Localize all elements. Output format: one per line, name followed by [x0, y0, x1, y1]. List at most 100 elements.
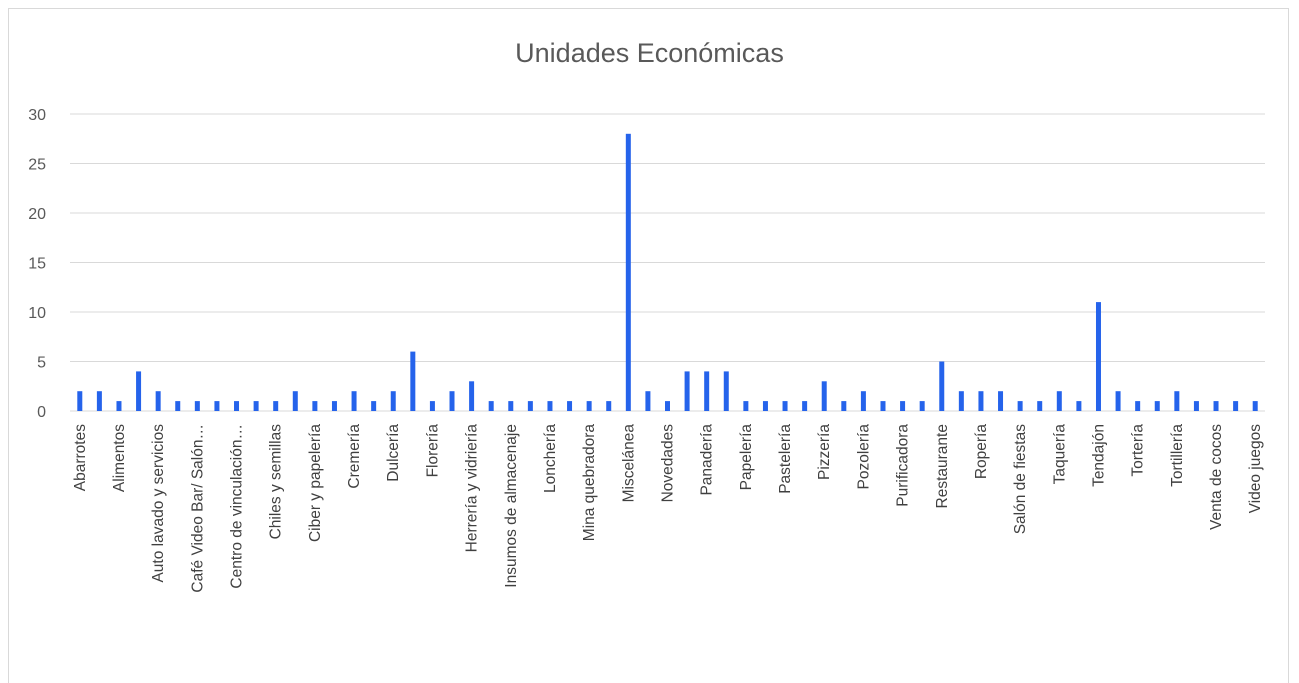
x-tick-label: Purificadora — [895, 424, 912, 507]
y-tick-label: 15 — [28, 256, 46, 273]
x-tick-label: Café Video Bar/ Salón… — [189, 424, 206, 593]
bar[interactable] — [958, 391, 964, 411]
bar[interactable] — [292, 391, 298, 411]
x-tick-label: Taquería — [1051, 424, 1068, 485]
x-tick-label: Restaurante — [934, 424, 951, 508]
x-tick-label: Papelería — [738, 424, 755, 491]
bar[interactable] — [429, 401, 435, 411]
x-tick-label: Cremería — [346, 424, 363, 489]
bar[interactable] — [821, 381, 827, 411]
bar[interactable] — [136, 371, 142, 411]
bar[interactable] — [234, 401, 240, 411]
bar[interactable] — [547, 401, 553, 411]
x-tick-label: Auto lavado y servicios — [150, 424, 167, 583]
x-tick-label: Ropería — [973, 424, 990, 480]
bar[interactable] — [625, 133, 631, 412]
bar[interactable] — [1174, 391, 1180, 411]
bar[interactable] — [1252, 401, 1258, 411]
bar[interactable] — [978, 391, 984, 411]
bar[interactable] — [1154, 401, 1160, 411]
y-tick-label: 10 — [28, 305, 46, 322]
y-tick-label: 30 — [28, 107, 46, 124]
bar[interactable] — [802, 401, 808, 411]
y-tick-label: 0 — [37, 404, 46, 421]
x-tick-label: Venta de cocos — [1208, 424, 1225, 530]
bar[interactable] — [1017, 401, 1023, 411]
x-tick-label: Panadería — [699, 424, 716, 496]
y-tick-label: 25 — [28, 157, 46, 174]
x-tick-label: Alimentos — [111, 424, 128, 492]
bar[interactable] — [488, 401, 494, 411]
y-tick-label: 5 — [37, 355, 46, 372]
bar[interactable] — [331, 401, 337, 411]
bar[interactable] — [1115, 391, 1121, 411]
bar[interactable] — [586, 401, 592, 411]
x-tick-label: Abarrotes — [72, 424, 89, 491]
chart-area — [8, 8, 1289, 683]
bar[interactable] — [312, 401, 318, 411]
x-tick-label: Pastelería — [777, 424, 794, 494]
bar[interactable] — [410, 351, 416, 411]
bar[interactable] — [919, 401, 925, 411]
x-tick-label: Novedades — [660, 424, 677, 503]
x-tick-label: Tendajón — [1090, 424, 1107, 487]
bar[interactable] — [508, 401, 514, 411]
bar[interactable] — [371, 401, 377, 411]
bar[interactable] — [567, 401, 573, 411]
x-tick-label: Lonchería — [542, 424, 559, 493]
bar[interactable] — [762, 401, 768, 411]
bar[interactable] — [390, 391, 396, 411]
x-tick-label: Salón de fiestas — [1012, 424, 1029, 535]
bar[interactable] — [1095, 302, 1101, 411]
bar[interactable] — [1135, 401, 1141, 411]
bar[interactable] — [214, 401, 220, 411]
bar[interactable] — [665, 401, 670, 411]
bar[interactable] — [77, 391, 83, 411]
bar[interactable] — [1056, 391, 1062, 411]
bar[interactable] — [782, 401, 788, 411]
bar[interactable] — [194, 401, 200, 411]
bar[interactable] — [841, 401, 847, 411]
bar[interactable] — [1076, 401, 1082, 411]
bar[interactable] — [880, 401, 886, 411]
bar[interactable] — [684, 371, 690, 411]
x-tick-label: Chiles y semillas — [268, 424, 285, 540]
bar[interactable] — [743, 401, 749, 411]
bar[interactable] — [1037, 401, 1043, 411]
bar[interactable] — [1233, 401, 1239, 411]
bar[interactable] — [1193, 401, 1199, 411]
x-tick-label: Ciber y papelería — [307, 424, 324, 542]
x-tick-label: Mina quebradora — [581, 424, 598, 542]
bar[interactable] — [253, 401, 259, 411]
bar[interactable] — [723, 371, 729, 411]
x-tick-label: Video juegos — [1247, 424, 1264, 514]
bar[interactable] — [939, 361, 945, 412]
bar[interactable] — [96, 391, 102, 411]
x-tick-label: Pizzería — [816, 424, 833, 480]
bar[interactable] — [469, 381, 475, 411]
bar[interactable] — [351, 391, 357, 411]
bar[interactable] — [998, 391, 1004, 411]
bar[interactable] — [606, 401, 612, 411]
bar[interactable] — [527, 401, 533, 411]
y-tick-label: 20 — [28, 206, 46, 223]
bar[interactable] — [1213, 401, 1219, 411]
bar[interactable] — [645, 391, 651, 411]
bar[interactable] — [155, 391, 161, 411]
x-tick-label: Pozolería — [855, 424, 872, 490]
bar[interactable] — [175, 401, 181, 411]
bar[interactable] — [273, 401, 279, 411]
bar[interactable] — [116, 401, 122, 411]
x-tick-label: Tortillería — [1169, 424, 1186, 487]
bar[interactable] — [449, 391, 455, 411]
x-tick-label: Insumos de almacenaje — [503, 424, 520, 588]
x-tick-label: Florería — [424, 424, 441, 478]
bar[interactable] — [900, 401, 906, 411]
bar[interactable] — [860, 391, 866, 411]
bar[interactable] — [704, 371, 710, 411]
x-tick-label: Tortería — [1130, 424, 1147, 477]
x-tick-label: Miscelánea — [620, 424, 637, 503]
chart-title: Unidades Económicas — [515, 38, 784, 68]
x-tick-label: Herrería y vidriería — [464, 424, 481, 553]
